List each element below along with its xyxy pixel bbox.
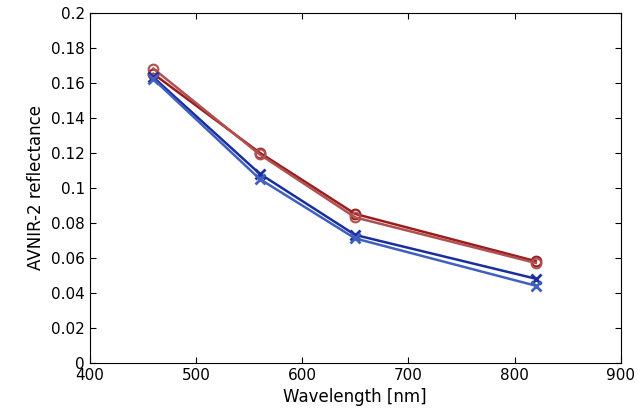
X-axis label: Wavelength [nm]: Wavelength [nm] (284, 388, 427, 406)
Y-axis label: AVNIR-2 reflectance: AVNIR-2 reflectance (28, 105, 45, 270)
